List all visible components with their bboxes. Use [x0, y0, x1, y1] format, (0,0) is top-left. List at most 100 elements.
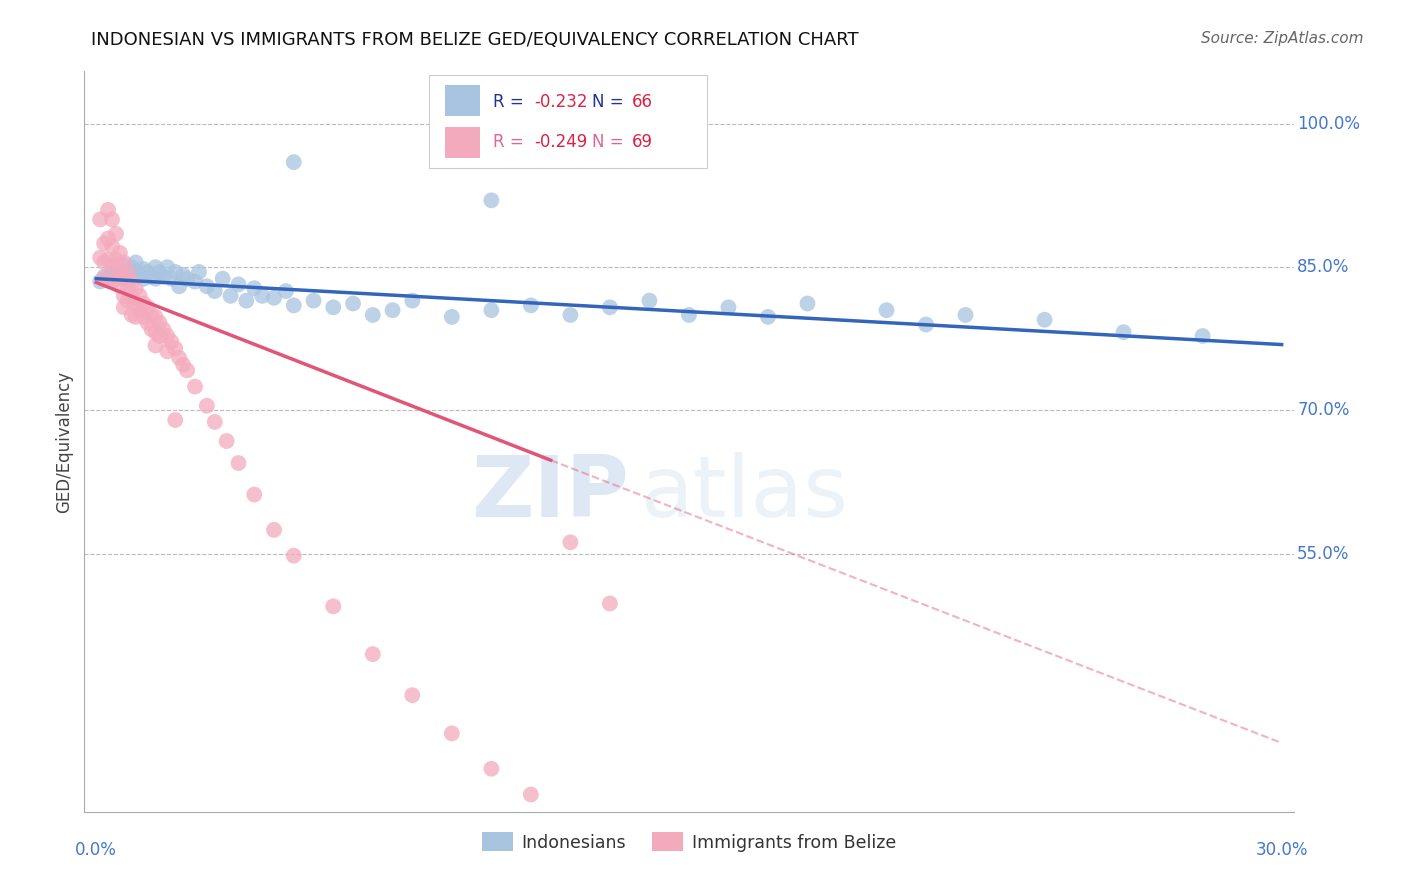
- Point: [145, 338, 167, 352]
- Point: [638, 293, 661, 308]
- Point: [204, 415, 226, 429]
- Point: [97, 202, 120, 217]
- Point: [479, 762, 502, 776]
- Point: [678, 308, 700, 322]
- Point: [263, 291, 285, 305]
- Point: [250, 289, 273, 303]
- Point: [125, 310, 148, 324]
- Point: [121, 269, 143, 284]
- FancyBboxPatch shape: [444, 127, 479, 158]
- Point: [101, 265, 124, 279]
- Point: [599, 301, 621, 315]
- Point: [717, 301, 740, 315]
- Text: N =: N =: [592, 133, 628, 151]
- Point: [104, 260, 127, 275]
- Point: [121, 275, 143, 289]
- Point: [104, 252, 127, 267]
- Point: [156, 260, 179, 275]
- Point: [128, 303, 150, 318]
- Point: [117, 265, 139, 279]
- Point: [125, 265, 148, 279]
- Point: [97, 231, 120, 245]
- Point: [172, 358, 194, 372]
- Point: [195, 399, 218, 413]
- Point: [145, 260, 167, 275]
- Point: [93, 255, 115, 269]
- Text: N =: N =: [592, 94, 628, 112]
- Point: [141, 308, 163, 322]
- Point: [167, 351, 190, 365]
- Point: [560, 308, 582, 322]
- Point: [560, 535, 582, 549]
- Point: [148, 316, 170, 330]
- Text: 69: 69: [633, 133, 654, 151]
- Point: [283, 549, 305, 563]
- Legend: Indonesians, Immigrants from Belize: Indonesians, Immigrants from Belize: [475, 825, 903, 859]
- Text: 85.0%: 85.0%: [1298, 258, 1350, 277]
- Point: [136, 316, 159, 330]
- Point: [283, 155, 305, 169]
- Text: 30.0%: 30.0%: [1256, 841, 1308, 859]
- Point: [108, 265, 131, 279]
- Point: [97, 271, 120, 285]
- Point: [152, 269, 174, 284]
- Point: [141, 322, 163, 336]
- Point: [93, 271, 115, 285]
- Point: [796, 296, 818, 310]
- Point: [520, 298, 543, 312]
- Point: [128, 289, 150, 303]
- Point: [219, 289, 242, 303]
- Point: [108, 265, 131, 279]
- Y-axis label: GED/Equivalency: GED/Equivalency: [55, 370, 73, 513]
- Point: [302, 293, 325, 308]
- Point: [132, 271, 155, 285]
- Point: [263, 523, 285, 537]
- Point: [93, 236, 115, 251]
- Point: [128, 268, 150, 282]
- Point: [145, 310, 167, 324]
- Point: [955, 308, 977, 322]
- Point: [148, 265, 170, 279]
- Point: [117, 264, 139, 278]
- Point: [112, 271, 135, 285]
- Point: [440, 726, 463, 740]
- Point: [125, 296, 148, 310]
- Point: [148, 329, 170, 343]
- Point: [228, 456, 250, 470]
- Point: [104, 268, 127, 282]
- Point: [132, 262, 155, 277]
- Point: [176, 271, 198, 285]
- Point: [112, 255, 135, 269]
- Point: [101, 212, 124, 227]
- Text: ZIP: ZIP: [471, 452, 628, 535]
- Point: [479, 303, 502, 318]
- Text: 70.0%: 70.0%: [1298, 401, 1350, 419]
- Point: [104, 227, 127, 241]
- Point: [243, 487, 266, 501]
- Point: [342, 296, 364, 310]
- Point: [188, 265, 211, 279]
- Point: [156, 344, 179, 359]
- Point: [160, 271, 183, 285]
- Point: [274, 284, 297, 298]
- Text: 0.0%: 0.0%: [76, 841, 117, 859]
- Point: [121, 260, 143, 275]
- Point: [125, 255, 148, 269]
- Point: [136, 265, 159, 279]
- Point: [165, 342, 187, 356]
- Point: [176, 363, 198, 377]
- Point: [401, 293, 423, 308]
- Point: [101, 258, 124, 272]
- Point: [361, 308, 384, 322]
- Point: [172, 268, 194, 282]
- Point: [165, 413, 187, 427]
- Point: [160, 334, 183, 349]
- Point: [112, 271, 135, 285]
- Point: [97, 252, 120, 267]
- Point: [101, 239, 124, 253]
- Point: [322, 301, 344, 315]
- Text: atlas: atlas: [641, 452, 849, 535]
- Point: [195, 279, 218, 293]
- Point: [167, 279, 190, 293]
- Point: [112, 258, 135, 272]
